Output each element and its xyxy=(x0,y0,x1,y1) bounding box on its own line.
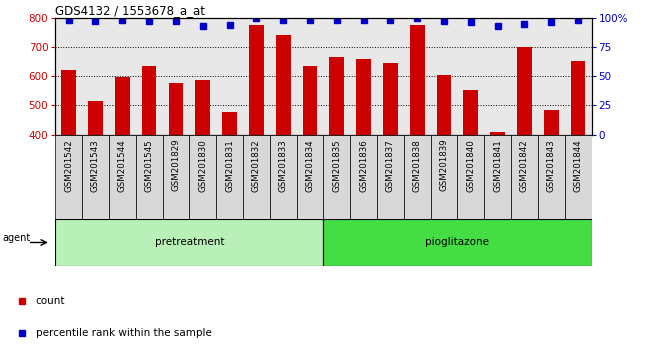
Text: GSM201843: GSM201843 xyxy=(547,139,556,192)
Text: GSM201833: GSM201833 xyxy=(279,139,288,192)
Bar xyxy=(61,70,76,135)
Text: GDS4132 / 1553678_a_at: GDS4132 / 1553678_a_at xyxy=(55,4,205,17)
Bar xyxy=(88,101,103,135)
Text: GSM201543: GSM201543 xyxy=(91,139,100,192)
Bar xyxy=(189,135,216,219)
Bar xyxy=(162,135,189,219)
Bar xyxy=(538,135,565,219)
Bar xyxy=(55,135,82,219)
Bar xyxy=(430,135,458,219)
Text: GSM201544: GSM201544 xyxy=(118,139,127,192)
Bar xyxy=(350,135,377,219)
Bar xyxy=(324,135,350,219)
Text: GSM201840: GSM201840 xyxy=(466,139,475,192)
Text: GSM201842: GSM201842 xyxy=(520,139,529,192)
Bar xyxy=(82,135,109,219)
Text: count: count xyxy=(36,296,65,306)
Text: pretreatment: pretreatment xyxy=(155,238,224,247)
Bar xyxy=(437,75,451,135)
Text: GSM201830: GSM201830 xyxy=(198,139,207,192)
Bar xyxy=(410,25,424,135)
Bar xyxy=(216,135,243,219)
Text: pioglitazone: pioglitazone xyxy=(426,238,489,247)
Bar xyxy=(404,135,430,219)
Bar xyxy=(168,82,183,135)
Text: GSM201836: GSM201836 xyxy=(359,139,368,192)
Text: GSM201838: GSM201838 xyxy=(413,139,422,192)
Text: GSM201542: GSM201542 xyxy=(64,139,73,192)
Bar xyxy=(463,90,478,135)
Text: agent: agent xyxy=(3,233,31,243)
Text: GSM201837: GSM201837 xyxy=(386,139,395,192)
Bar xyxy=(55,219,324,266)
Bar xyxy=(243,135,270,219)
Bar xyxy=(511,135,538,219)
Bar xyxy=(142,67,157,135)
Bar xyxy=(276,35,291,135)
Bar xyxy=(296,135,324,219)
Text: GSM201839: GSM201839 xyxy=(439,139,448,192)
Text: GSM201545: GSM201545 xyxy=(144,139,153,192)
Bar xyxy=(517,47,532,135)
Bar xyxy=(222,112,237,135)
Bar xyxy=(544,110,558,135)
Text: GSM201834: GSM201834 xyxy=(306,139,315,192)
Bar xyxy=(136,135,162,219)
Bar xyxy=(324,219,592,266)
Bar xyxy=(490,132,505,135)
Text: GSM201841: GSM201841 xyxy=(493,139,502,192)
Text: GSM201832: GSM201832 xyxy=(252,139,261,192)
Bar xyxy=(109,135,136,219)
Bar xyxy=(377,135,404,219)
Text: percentile rank within the sample: percentile rank within the sample xyxy=(36,328,212,338)
Bar xyxy=(330,57,344,135)
Bar xyxy=(458,135,484,219)
Bar xyxy=(115,77,129,135)
Bar xyxy=(571,61,586,135)
Text: GSM201829: GSM201829 xyxy=(172,139,181,192)
Bar xyxy=(565,135,592,219)
Bar xyxy=(270,135,296,219)
Bar xyxy=(303,65,317,135)
Text: GSM201831: GSM201831 xyxy=(225,139,234,192)
Bar xyxy=(249,25,264,135)
Bar xyxy=(383,63,398,135)
Bar xyxy=(484,135,511,219)
Text: GSM201844: GSM201844 xyxy=(573,139,582,192)
Bar xyxy=(196,80,210,135)
Bar xyxy=(356,59,371,135)
Text: GSM201835: GSM201835 xyxy=(332,139,341,192)
